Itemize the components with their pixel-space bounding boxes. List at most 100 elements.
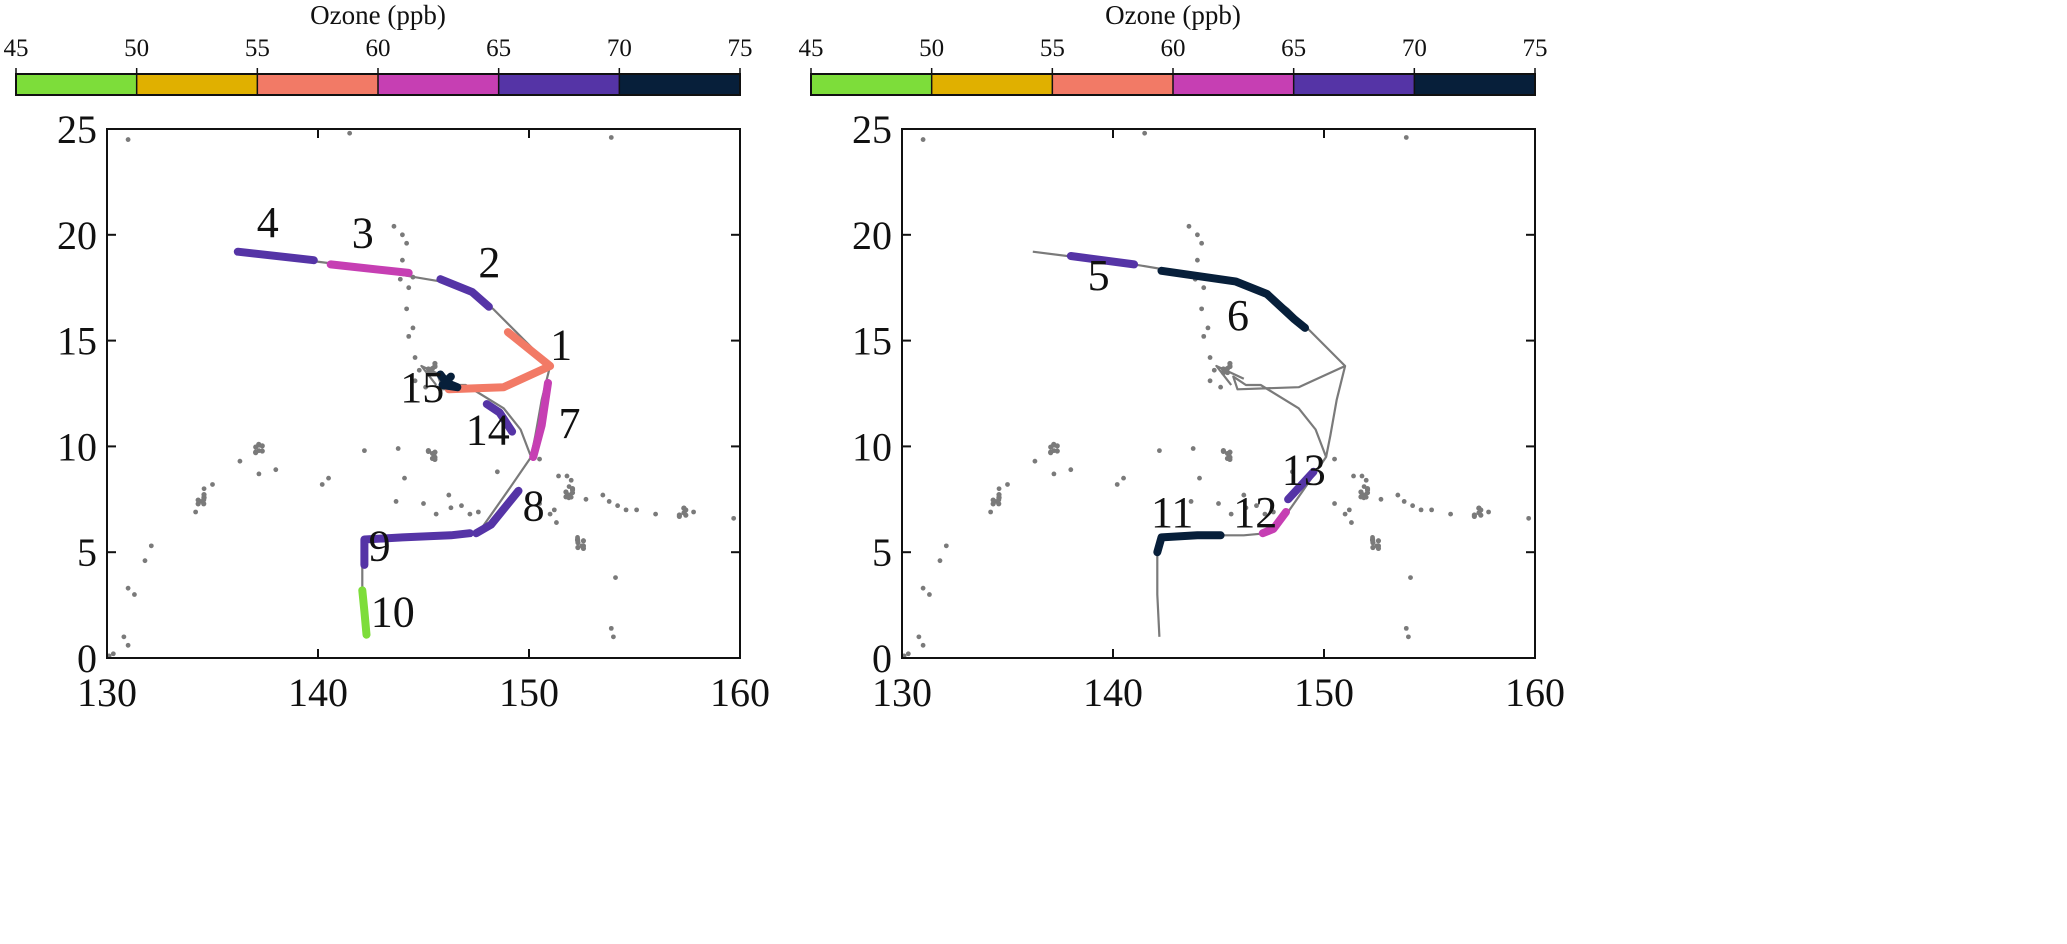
colorbar-tick-label: 70 <box>607 35 632 62</box>
land-point <box>1216 501 1221 506</box>
land-point <box>393 499 399 504</box>
segment-label-1: 1 <box>550 321 572 370</box>
x-tick-label: 160 <box>1505 670 1565 715</box>
land-point <box>1332 501 1337 506</box>
land-point <box>107 653 112 658</box>
land-point <box>404 240 410 246</box>
y-tick-label: 10 <box>852 424 892 469</box>
ozone-segment-14 <box>482 400 517 436</box>
land-point <box>1241 492 1247 498</box>
land-point <box>1374 543 1380 549</box>
land-point <box>902 653 907 658</box>
trajectory-line <box>1215 364 1245 386</box>
colorbar-tick-label: 45 <box>4 35 29 62</box>
land-point <box>1359 473 1365 479</box>
land-point <box>410 325 416 331</box>
y-tick-label: 25 <box>852 107 892 152</box>
land-point <box>253 444 259 450</box>
land-point <box>1220 448 1227 455</box>
y-tick-label: 15 <box>57 319 97 364</box>
segment-label-2: 2 <box>478 238 500 287</box>
land-point <box>110 651 116 657</box>
land-point <box>1363 477 1369 483</box>
land-point <box>916 634 922 640</box>
land-point <box>395 446 401 451</box>
colorbar-tick-label: 70 <box>1402 35 1427 62</box>
land-point <box>996 501 1002 507</box>
land-point <box>608 625 614 631</box>
land-point <box>1199 240 1205 246</box>
land-point <box>319 482 325 487</box>
land-point <box>416 367 422 373</box>
colorbar-tick-label: 55 <box>1040 35 1065 62</box>
land-point <box>1403 135 1409 140</box>
y-tick-label: 0 <box>872 636 892 681</box>
land-point <box>681 510 687 516</box>
land-point <box>347 130 353 136</box>
land-point <box>580 538 587 544</box>
land-point <box>1395 492 1401 498</box>
land-point <box>1114 482 1120 487</box>
land-point <box>556 473 561 479</box>
land-point <box>1121 475 1126 481</box>
land-point <box>1195 232 1200 238</box>
land-point <box>1332 456 1337 462</box>
y-tick-label: 20 <box>57 213 97 258</box>
land-point <box>988 509 994 515</box>
segment-label-8: 8 <box>523 481 545 530</box>
land-point <box>1378 496 1384 502</box>
colorbar-tick-label: 60 <box>1161 35 1186 62</box>
x-tick-label: 130 <box>77 670 137 715</box>
land-point <box>575 544 581 551</box>
land-point <box>201 486 207 492</box>
segment-label-12: 12 <box>1233 488 1277 537</box>
colorbar-swatch <box>136 74 258 95</box>
land-point <box>1448 511 1453 517</box>
x-tick-label: 160 <box>710 670 770 715</box>
land-point <box>121 634 127 640</box>
land-point <box>256 471 262 477</box>
y-tick-label: 15 <box>852 319 892 364</box>
ozone-segment-10 <box>358 586 371 639</box>
segment-label-10: 10 <box>371 587 415 636</box>
land-point <box>1370 540 1376 546</box>
land-point <box>1197 475 1202 481</box>
land-point <box>613 575 618 580</box>
plot-area <box>107 130 737 658</box>
x-tick-label: 130 <box>872 670 932 715</box>
ozone-segment-5 <box>1066 252 1139 269</box>
land-point <box>676 513 682 520</box>
land-point <box>1243 505 1249 511</box>
land-point <box>920 642 926 648</box>
land-point <box>600 492 606 498</box>
plot-frame <box>901 128 1536 659</box>
colorbar-tick-label: 50 <box>124 35 149 62</box>
land-point <box>943 543 949 549</box>
ozone-segment-15 <box>436 370 462 392</box>
colorbar-tick-label: 65 <box>486 35 511 62</box>
land-point <box>433 511 439 517</box>
land-point <box>606 499 612 504</box>
land-point <box>691 509 696 515</box>
colorbar-swatch <box>1293 74 1415 95</box>
land-point <box>1346 507 1352 513</box>
colorbar-swatch <box>378 74 499 95</box>
colorbar-swatch <box>1414 74 1535 95</box>
land-point <box>237 458 243 464</box>
ozone-segment-13 <box>1284 467 1318 504</box>
land-point <box>201 494 207 500</box>
ozone-segment-2 <box>436 275 493 311</box>
y-tick-label: 20 <box>852 213 892 258</box>
land-point <box>579 543 585 549</box>
x-tick-label: 150 <box>1294 670 1354 715</box>
colorbar-swatch <box>931 74 1053 95</box>
land-point <box>583 496 589 502</box>
land-point <box>569 487 576 493</box>
land-point <box>1032 458 1038 464</box>
land-point <box>996 494 1002 500</box>
colorbar-tick-label: 55 <box>245 35 270 62</box>
land-point <box>1370 534 1375 540</box>
land-point <box>1201 285 1207 291</box>
y-tick-label: 25 <box>57 107 97 152</box>
